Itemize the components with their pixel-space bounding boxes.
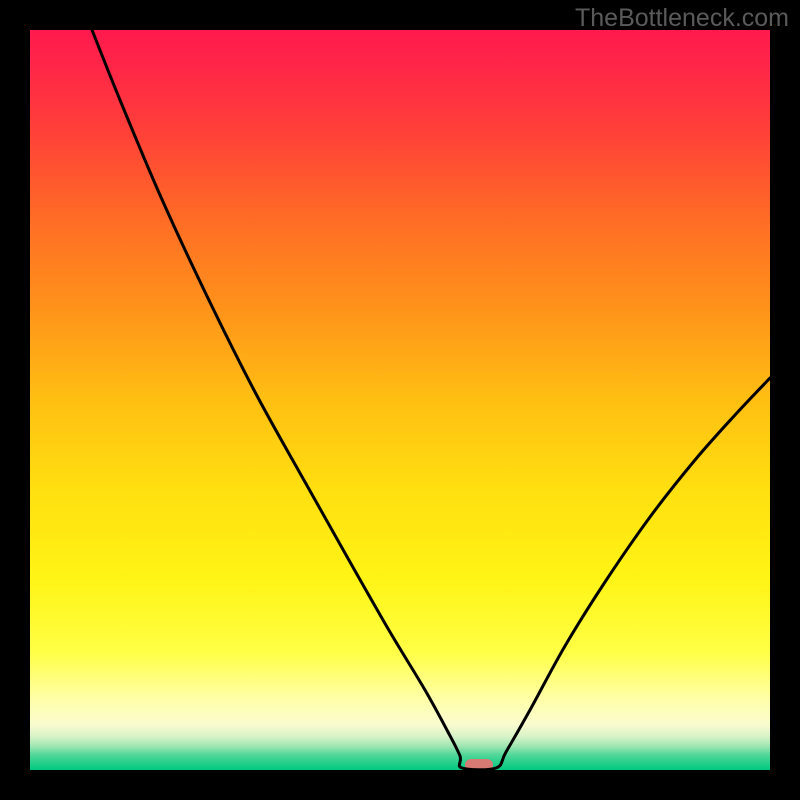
watermark-text: TheBottleneck.com [575,4,789,33]
gradient-background [30,30,770,770]
plot-area [30,30,770,770]
chart-svg [30,30,770,770]
